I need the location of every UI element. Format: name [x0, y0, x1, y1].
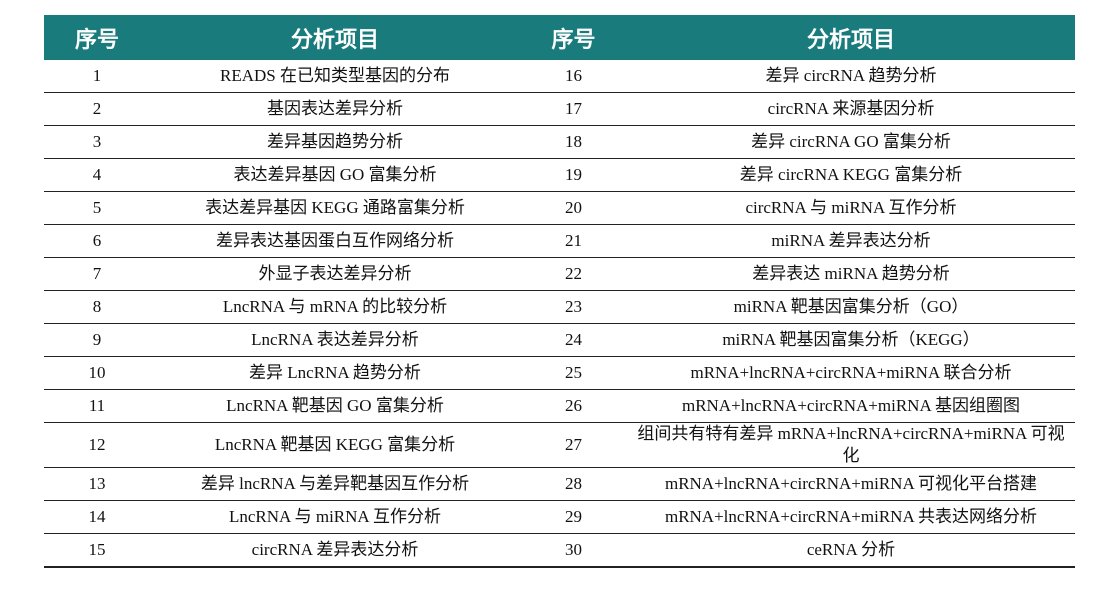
index-cell: 23 [520, 290, 627, 324]
item-cell: 差异 circRNA KEGG 富集分析 [627, 158, 1075, 192]
header-cell: 分析项目 [150, 15, 520, 60]
item-cell: LncRNA 靶基因 GO 富集分析 [150, 389, 520, 423]
index-cell: 14 [44, 500, 150, 534]
index-cell: 26 [520, 389, 627, 423]
header-cell: 序号 [44, 15, 150, 60]
index-cell: 4 [44, 158, 150, 192]
table-row: 14 LncRNA 与 miRNA 互作分析 29 mRNA+lncRNA+circR… [44, 500, 1075, 534]
table-row: 3 差异基因趋势分析 18 差异 circRNA GO 富集分析 [44, 125, 1075, 159]
index-cell: 25 [520, 356, 627, 390]
item-cell: circRNA 与 miRNA 互作分析 [627, 191, 1075, 225]
index-cell: 18 [520, 125, 627, 159]
item-cell: miRNA 靶基因富集分析（GO） [627, 290, 1075, 324]
item-cell: mRNA+lncRNA+circRNA+miRNA 共表达网络分析 [627, 500, 1075, 534]
item-cell: LncRNA 表达差异分析 [150, 323, 520, 357]
index-cell: 10 [44, 356, 150, 390]
index-cell: 22 [520, 257, 627, 291]
index-cell: 19 [520, 158, 627, 192]
item-cell: 外显子表达差异分析 [150, 257, 520, 291]
table-row: 6 差异表达基因蛋白互作网络分析 21 miRNA 差异表达分析 [44, 224, 1075, 258]
item-cell: mRNA+lncRNA+circRNA+miRNA 联合分析 [627, 356, 1075, 390]
index-cell: 27 [520, 422, 627, 468]
table-row: 11 LncRNA 靶基因 GO 富集分析 26 mRNA+lncRNA+circRN… [44, 389, 1075, 423]
table-container: 序号 分析项目 序号 分析项目 1 READS 在已知类型基因的分布 16 差异 circR… [44, 15, 1075, 568]
index-cell: 13 [44, 467, 150, 501]
table-row: 12 LncRNA 靶基因 KEGG 富集分析 27 组间共有特有差异 mRNA+ln… [44, 422, 1075, 468]
index-cell: 11 [44, 389, 150, 423]
item-cell: 差异 circRNA 趋势分析 [627, 60, 1075, 93]
index-cell: 30 [520, 533, 627, 568]
item-cell: READS 在已知类型基因的分布 [150, 60, 520, 93]
table-row: 10 差异 LncRNA 趋势分析 25 mRNA+lncRNA+circRNA+mi… [44, 356, 1075, 390]
table-row: 7 外显子表达差异分析 22 差异表达 miRNA 趋势分析 [44, 257, 1075, 291]
index-cell: 8 [44, 290, 150, 324]
item-cell: 差异 lncRNA 与差异靶基因互作分析 [150, 467, 520, 501]
header-row: 序号 分析项目 序号 分析项目 [44, 15, 1075, 60]
item-cell: 基因表达差异分析 [150, 92, 520, 126]
table-body: 1 READS 在已知类型基因的分布 16 差异 circRNA 趋势分析 2 基因表达差… [44, 60, 1075, 568]
table-row: 9 LncRNA 表达差异分析 24 miRNA 靶基因富集分析（KEGG） [44, 323, 1075, 357]
item-cell: circRNA 差异表达分析 [150, 533, 520, 568]
index-cell: 17 [520, 92, 627, 126]
item-cell: LncRNA 与 mRNA 的比较分析 [150, 290, 520, 324]
item-cell: 表达差异基因 GO 富集分析 [150, 158, 520, 192]
table-row: 5 表达差异基因 KEGG 通路富集分析 20 circRNA 与 miRNA 互作分… [44, 191, 1075, 225]
item-cell: LncRNA 与 miRNA 互作分析 [150, 500, 520, 534]
item-cell: miRNA 差异表达分析 [627, 224, 1075, 258]
index-cell: 5 [44, 191, 150, 225]
table-row: 15 circRNA 差异表达分析 30 ceRNA 分析 [44, 533, 1075, 568]
item-cell: 组间共有特有差异 mRNA+lncRNA+circRNA+miRNA 可视化 [627, 422, 1075, 468]
table-row: 4 表达差异基因 GO 富集分析 19 差异 circRNA KEGG 富集分析 [44, 158, 1075, 192]
index-cell: 28 [520, 467, 627, 501]
item-cell: mRNA+lncRNA+circRNA+miRNA 基因组圈图 [627, 389, 1075, 423]
index-cell: 16 [520, 60, 627, 93]
table-row: 13 差异 lncRNA 与差异靶基因互作分析 28 mRNA+lncRNA+circ… [44, 467, 1075, 501]
header-cell: 分析项目 [627, 15, 1075, 60]
table-row: 8 LncRNA 与 mRNA 的比较分析 23 miRNA 靶基因富集分析（GO） [44, 290, 1075, 324]
item-cell: miRNA 靶基因富集分析（KEGG） [627, 323, 1075, 357]
table-row: 2 基因表达差异分析 17 circRNA 来源基因分析 [44, 92, 1075, 126]
index-cell: 6 [44, 224, 150, 258]
item-cell: 差异基因趋势分析 [150, 125, 520, 159]
index-cell: 12 [44, 422, 150, 468]
item-cell: ceRNA 分析 [627, 533, 1075, 568]
item-cell: 差异表达 miRNA 趋势分析 [627, 257, 1075, 291]
table-row: 1 READS 在已知类型基因的分布 16 差异 circRNA 趋势分析 [44, 60, 1075, 93]
index-cell: 21 [520, 224, 627, 258]
index-cell: 15 [44, 533, 150, 568]
index-cell: 24 [520, 323, 627, 357]
item-cell: circRNA 来源基因分析 [627, 92, 1075, 126]
index-cell: 3 [44, 125, 150, 159]
index-cell: 1 [44, 60, 150, 93]
item-cell: 表达差异基因 KEGG 通路富集分析 [150, 191, 520, 225]
item-cell: 差异 circRNA GO 富集分析 [627, 125, 1075, 159]
index-cell: 29 [520, 500, 627, 534]
item-cell: 差异表达基因蛋白互作网络分析 [150, 224, 520, 258]
header-cell: 序号 [520, 15, 627, 60]
item-cell: mRNA+lncRNA+circRNA+miRNA 可视化平台搭建 [627, 467, 1075, 501]
index-cell: 9 [44, 323, 150, 357]
item-cell: 差异 LncRNA 趋势分析 [150, 356, 520, 390]
index-cell: 7 [44, 257, 150, 291]
index-cell: 20 [520, 191, 627, 225]
analysis-table: 序号 分析项目 序号 分析项目 1 READS 在已知类型基因的分布 16 差异 circR… [44, 15, 1075, 568]
index-cell: 2 [44, 92, 150, 126]
item-cell: LncRNA 靶基因 KEGG 富集分析 [150, 422, 520, 468]
